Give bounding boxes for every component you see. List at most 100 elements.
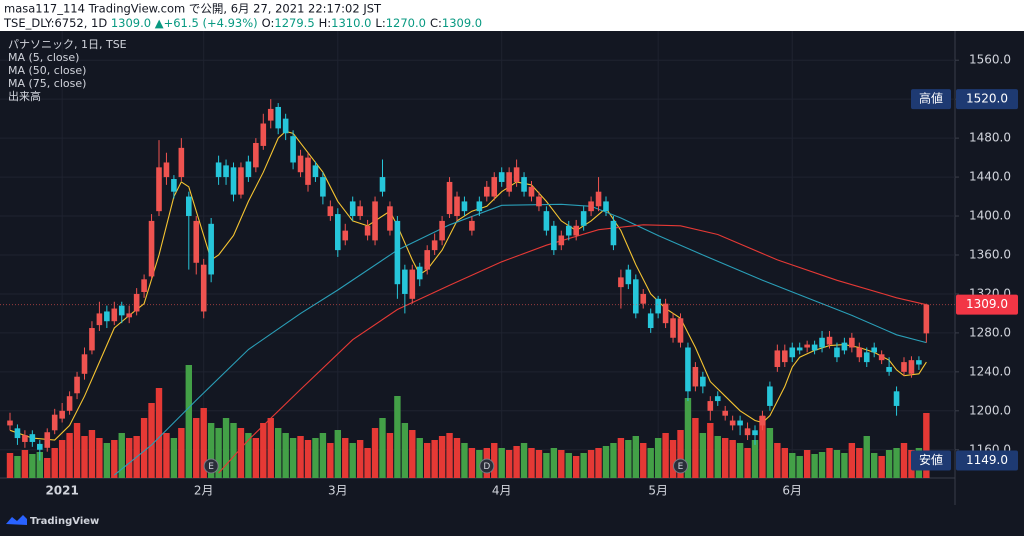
volume-bar [66, 433, 73, 478]
candle-body [714, 396, 721, 402]
volume-bar [96, 438, 103, 478]
volume-bar [356, 440, 364, 478]
candle-body [834, 347, 840, 358]
candle-body [96, 313, 103, 326]
candle-body [901, 362, 907, 372]
volume-bar [275, 428, 282, 478]
volume-bar [416, 438, 423, 478]
volume-bar [647, 448, 654, 478]
candle-body [7, 420, 13, 426]
candle-body [282, 118, 289, 134]
candle-body [670, 318, 676, 338]
price: 1309.0 [111, 16, 151, 30]
candle-body [573, 225, 579, 236]
candle-body [357, 206, 363, 217]
extreme-value: 1520.0 [966, 92, 1008, 106]
volume-bar [595, 448, 602, 478]
volume-bar [640, 443, 647, 478]
candle-body [603, 201, 609, 212]
candle-body [580, 211, 587, 226]
event-marker [479, 458, 495, 474]
candle-body [59, 410, 65, 419]
volume-bar [744, 448, 751, 478]
event-marker [673, 458, 688, 474]
volume-bar [409, 430, 416, 478]
candle-body [849, 337, 855, 348]
volume-bar [297, 436, 304, 478]
event-label: E [678, 462, 684, 472]
candle-body [126, 313, 132, 318]
candle-body [290, 136, 296, 163]
candle-body [89, 328, 95, 351]
candle-body [513, 167, 520, 182]
extreme-box [956, 89, 1018, 110]
candle-body [193, 220, 200, 263]
volume-bar [364, 448, 371, 478]
event-marker [203, 458, 219, 474]
symbol: TSE_DLY:6752, 1D [3, 16, 107, 30]
brand: TradingView [30, 516, 99, 527]
candle-body [752, 430, 758, 436]
candle-body [431, 240, 438, 251]
volume-bar [349, 443, 356, 478]
volume-bar [654, 438, 662, 478]
volume-bar [751, 440, 759, 478]
y-tick-label: 1440.0 [969, 170, 1011, 184]
y-tick-label: 1280.0 [969, 325, 1011, 339]
candle-body [677, 318, 684, 343]
candle-body [767, 386, 773, 406]
volume-bar [81, 436, 88, 478]
header-quote: TSE_DLY:6752, 1D 1309.0 ▲+61.5 (+4.93%) O… [3, 16, 482, 30]
volume-bar [826, 448, 833, 478]
candle-body [856, 347, 863, 358]
candle-body [685, 347, 691, 392]
candle-body [148, 220, 155, 277]
volume-bar [207, 423, 215, 478]
volume-bar [312, 438, 319, 478]
volume-bar [215, 428, 222, 478]
extreme-tag [911, 450, 951, 471]
volume-bar [766, 428, 774, 478]
candle-body [893, 391, 900, 406]
candle-body [186, 196, 192, 217]
volume-bar [625, 440, 632, 478]
candle-body [275, 106, 281, 129]
last-price-box [956, 294, 1018, 315]
volume-bar [885, 450, 893, 478]
candle-body [424, 250, 430, 270]
volume-bar [550, 448, 558, 478]
volume-bar [424, 443, 431, 478]
volume-bar [453, 438, 461, 478]
volume-bar [260, 423, 267, 478]
y-tick-label: 1360.0 [969, 247, 1011, 261]
volume-bar [543, 453, 550, 478]
volume-bar [736, 443, 744, 478]
candle-body [372, 201, 378, 241]
candle-body [454, 196, 460, 217]
x-tick-label: 5月 [648, 484, 668, 498]
volume-bar [677, 430, 684, 478]
volume-bar [73, 423, 81, 478]
candle-body [394, 220, 401, 285]
candle-body [878, 354, 885, 361]
candle-body [104, 311, 110, 322]
candle-body [133, 293, 140, 312]
candle-body [729, 420, 736, 426]
volume-bar [632, 436, 639, 478]
candle-body [200, 264, 207, 312]
candle-body [223, 165, 229, 178]
y-tick-label: 1240.0 [969, 364, 1011, 378]
extreme-box [956, 450, 1018, 471]
volume-bar [289, 438, 297, 478]
volume-bar [51, 448, 58, 478]
candle-body [923, 304, 930, 334]
candle-body [610, 220, 617, 246]
volume-bar [14, 456, 21, 478]
candle-body [163, 162, 170, 178]
volume-bar [923, 413, 930, 478]
candle-body [700, 376, 706, 387]
legend-entry: MA (75, close) [8, 77, 86, 90]
volume-bar [774, 443, 781, 478]
ohlc-value: 1270.0 [386, 16, 426, 30]
candle-body [379, 177, 386, 192]
